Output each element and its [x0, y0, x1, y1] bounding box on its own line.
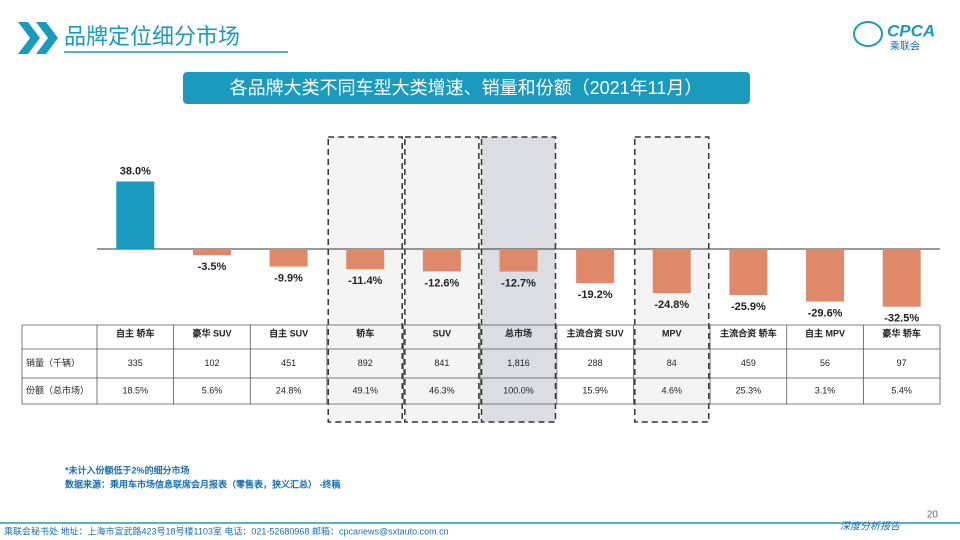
row-label: 份额（总市场）: [26, 384, 89, 395]
table-cell: 24.8%: [276, 385, 302, 395]
column-header: 自主 MPV: [805, 327, 845, 338]
bar: [499, 249, 538, 272]
bar: [729, 249, 768, 296]
table-cell: 102: [204, 358, 219, 368]
table-cell: 892: [358, 358, 373, 368]
value-label: -19.2%: [578, 289, 613, 301]
column-header: 自主 轿车: [116, 327, 155, 338]
bar: [116, 181, 155, 249]
table-cell: 46.3%: [429, 385, 455, 395]
table-cell: 100.0%: [503, 385, 534, 395]
bar: [576, 249, 615, 284]
value-label: -32.5%: [884, 313, 919, 325]
chevron-icon: [36, 22, 58, 54]
column-header: MPV: [662, 328, 682, 338]
column-header: 轿车: [356, 327, 374, 338]
table-cell: 15.9%: [582, 385, 608, 395]
value-label: -25.9%: [731, 301, 766, 313]
table-cell: 451: [281, 358, 296, 368]
logo-subtext: 乘联会: [890, 40, 920, 53]
data-table: 自主 轿车 豪华 SUV 自主 SUV 轿车 SUV 总市场 主流合资 SUV MPV 主流合资…: [21, 324, 941, 405]
bar: [882, 249, 921, 307]
row-label: 销量（千辆）: [26, 357, 80, 368]
table-cell: 84: [667, 358, 677, 368]
report-label: 深度分析报告: [840, 521, 901, 533]
value-label: -11.4%: [348, 275, 382, 287]
note: 数据来源：乘用车市场信息联席会月报表（零售表，狭义汇总） -终稿: [65, 478, 341, 489]
footer-text: 乘联会秘书处 地址：上海市宣武路423号18号楼1103室 电话：021-526…: [4, 525, 449, 536]
table-cell: 18.5%: [123, 385, 149, 395]
page-number: 20: [927, 510, 939, 521]
chart-title: 各品牌大类不同车型大类增速、销量和份额（2021年11月）: [230, 78, 703, 98]
logo-mark: [853, 21, 883, 47]
note: *未计入份额低于2%的细分市场: [65, 464, 190, 475]
column-header: 主流合资 SUV: [567, 327, 624, 338]
chevron-icon: [18, 22, 40, 54]
value-label: 38.0%: [120, 165, 151, 177]
bar: [652, 249, 691, 294]
highlight-group: [327, 136, 710, 423]
table-cell: 49.1%: [352, 385, 378, 395]
value-label: -9.9%: [274, 272, 303, 284]
table-cell: 1,816: [507, 358, 530, 368]
bar: [192, 249, 231, 256]
value-label: -29.6%: [808, 307, 843, 319]
highlight-box: [480, 136, 557, 423]
table-cell: 56: [820, 358, 830, 368]
chart-title-box: [183, 72, 750, 104]
table-cell: 3.1%: [815, 385, 836, 395]
value-label: -24.8%: [654, 299, 689, 311]
table-cell: 288: [588, 358, 603, 368]
column-header: SUV: [433, 328, 452, 338]
plot: 38.0% -3.5% -9.9% -11.4% -12.6% -12.7% -19.2% -…: [97, 165, 940, 325]
table-cell: 4.6%: [662, 385, 683, 395]
table-cell: 5.6%: [202, 385, 223, 395]
bar: [422, 249, 461, 272]
highlight-box: [404, 136, 480, 423]
value-label: -3.5%: [198, 261, 227, 273]
value-label: -12.6%: [424, 277, 459, 289]
column-header: 自主 SUV: [269, 327, 308, 338]
bar: [346, 249, 385, 270]
table-cell: 25.3%: [736, 385, 762, 395]
highlight-box: [327, 136, 403, 423]
table-cell: 459: [741, 358, 756, 368]
page-title: 品牌定位细分市场: [64, 24, 240, 49]
column-header: 豪华 SUV: [192, 327, 231, 338]
logo-text: CPCA: [887, 21, 935, 40]
value-label: -12.7%: [501, 277, 536, 289]
bar: [269, 249, 308, 267]
column-header: 豪华 轿车: [882, 327, 921, 338]
column-header: 总市场: [505, 327, 532, 338]
table-cell: 97: [897, 358, 907, 368]
bar: [806, 249, 845, 302]
table-cell: 5.4%: [891, 385, 912, 395]
table-cell: 841: [434, 358, 449, 368]
table-cell: 335: [128, 358, 143, 368]
column-header: 主流合资 轿车: [720, 327, 777, 338]
